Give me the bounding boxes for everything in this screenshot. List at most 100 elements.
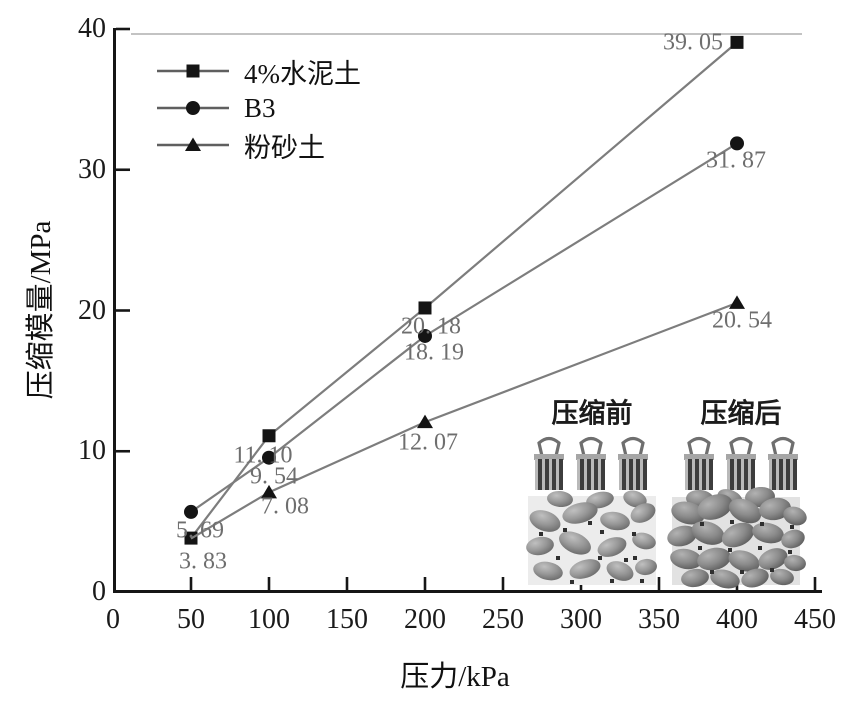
soil-box-before	[526, 490, 657, 585]
weight-stripe	[622, 459, 626, 490]
weight-cap	[684, 454, 714, 460]
weight-stripe	[594, 459, 598, 490]
soil-particle	[681, 568, 709, 588]
soil-speck	[640, 579, 644, 583]
y-tick-label: 30	[78, 153, 106, 185]
soil-speck	[598, 556, 602, 560]
soil-particle	[759, 497, 791, 521]
data-point-label: 20. 54	[712, 307, 772, 334]
legend-label: 粉砂土	[244, 132, 325, 163]
x-tick-label: 250	[482, 604, 524, 635]
series-line-2	[190, 142, 738, 513]
weight-stripe	[636, 459, 640, 490]
circle-marker	[184, 504, 198, 519]
weight-cap	[618, 454, 648, 460]
soil-particle	[559, 531, 591, 555]
data-point-label: 31. 87	[706, 147, 766, 174]
data-point-label: 20. 18	[401, 313, 461, 340]
legend-entry-1: 4%水泥土	[156, 54, 361, 89]
triangle-marker	[185, 137, 201, 151]
data-point-label: 12. 07	[398, 429, 458, 456]
x-tick-label: 400	[716, 604, 758, 635]
soil-particle	[533, 561, 563, 581]
soil-particle	[710, 569, 740, 589]
soil-speck	[632, 532, 636, 536]
weight-stripe	[695, 459, 699, 490]
weight-cap	[726, 454, 756, 460]
x-tick-label: 100	[248, 604, 290, 635]
soil-speck	[788, 550, 792, 554]
soil-particle	[697, 547, 731, 571]
circle-marker	[262, 450, 276, 465]
soil-particle	[752, 522, 784, 544]
weight-cap	[576, 454, 606, 460]
soil-particle	[770, 568, 794, 586]
weight-handle	[771, 436, 795, 457]
weight-icon	[726, 436, 756, 490]
soil-particle	[721, 522, 755, 548]
y-tick-label: 40	[78, 13, 106, 44]
weight-handle	[579, 436, 603, 457]
soil-particle	[671, 501, 705, 525]
circle-marker	[186, 101, 200, 115]
triangle-marker	[261, 484, 277, 499]
soil-speck	[556, 556, 560, 560]
weight-stripe	[545, 459, 549, 490]
weight-stripe	[629, 459, 633, 490]
weight-stripe	[601, 459, 605, 490]
soil-speck	[730, 520, 734, 524]
soil-particle	[547, 490, 573, 508]
soil-speck	[760, 522, 764, 526]
soil-particle	[526, 536, 554, 556]
soil-particle	[783, 506, 807, 526]
square-marker	[730, 35, 744, 49]
weight-icon	[768, 436, 798, 490]
soil-particle	[691, 521, 725, 545]
weight-stripe	[779, 459, 783, 490]
series-line-3	[190, 301, 738, 540]
square-marker	[186, 64, 200, 78]
weight-stripe	[709, 459, 713, 490]
soil-speck	[710, 570, 714, 574]
weight-stripe	[786, 459, 790, 490]
soil-particle	[670, 548, 702, 570]
square-marker	[418, 301, 432, 315]
weight-stripe	[538, 459, 542, 490]
weight-icon	[684, 436, 714, 490]
x-tick-label: 50	[177, 604, 205, 635]
weight-handle	[687, 436, 711, 457]
triangle-marker	[417, 414, 433, 429]
weight-handle	[537, 436, 561, 457]
soil-particle	[623, 490, 647, 508]
y-tick-label: 0	[92, 576, 106, 607]
weight-stripe	[580, 459, 584, 490]
soil-speck	[624, 558, 628, 562]
weight-cap	[768, 454, 798, 460]
weight-handle	[729, 436, 753, 457]
legend-label: 4%水泥土	[244, 58, 361, 89]
soil-speck	[600, 530, 604, 534]
soil-speck	[563, 528, 567, 532]
soil-particle	[667, 525, 697, 547]
triangle-marker	[729, 295, 745, 309]
x-tick-label: 0	[106, 604, 120, 635]
soil-particle	[529, 510, 561, 532]
weight-stripe	[730, 459, 734, 490]
soil-speck	[588, 521, 592, 525]
inset-after-compression-label: 压缩后	[700, 398, 782, 429]
soil-particle	[600, 511, 630, 531]
soil-particle	[781, 529, 805, 549]
legend: 4%水泥土 B3 粉砂土	[156, 54, 361, 163]
soil-particle	[597, 537, 627, 557]
soil-particle	[632, 532, 656, 550]
inset-illustration	[526, 436, 807, 589]
soil-particle	[728, 498, 762, 524]
weight-stripe	[587, 459, 591, 490]
x-tick-label: 200	[404, 604, 446, 635]
soil-speck	[539, 532, 543, 536]
y-tick-label: 10	[78, 435, 106, 467]
soil-particle	[606, 561, 634, 581]
weight-icon	[576, 436, 606, 490]
soil-speck	[790, 525, 794, 529]
